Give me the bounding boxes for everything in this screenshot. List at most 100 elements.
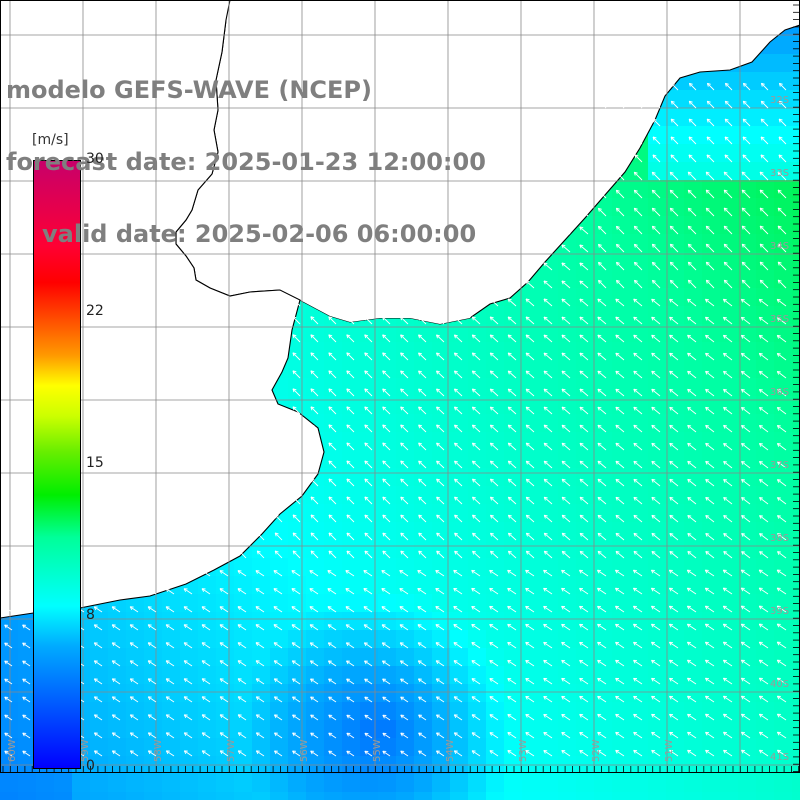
wind-speed-cell [756, 792, 775, 800]
wind-speed-cell [414, 774, 433, 793]
wind-speed-cell [288, 774, 307, 793]
wind-speed-cell [72, 774, 91, 793]
wind-speed-cell [738, 774, 757, 793]
wind-speed-cell [504, 792, 523, 800]
wind-speed-cell [792, 738, 800, 757]
longitude-label: 52W [591, 739, 602, 762]
wind-speed-cell [594, 774, 613, 793]
wind-speed-cell [720, 792, 739, 800]
wind-speed-cell [522, 792, 541, 800]
wind-speed-cell [792, 270, 800, 289]
wind-speed-cell [306, 774, 325, 793]
wind-speed-cell [540, 774, 559, 793]
latitude-label: 36S [770, 387, 789, 398]
wind-speed-cell [198, 792, 217, 800]
wind-speed-cell [792, 432, 800, 451]
wind-speed-cell [684, 774, 703, 793]
wind-speed-cell [126, 792, 145, 800]
wind-speed-cell [252, 792, 271, 800]
wind-speed-cell [594, 792, 613, 800]
wind-speed-cell [270, 774, 289, 793]
wind-speed-cell [630, 774, 649, 793]
wind-speed-cell [0, 792, 19, 800]
wind-speed-cell [720, 774, 739, 793]
wind-speed-cell [792, 72, 800, 91]
wind-speed-cell [36, 792, 55, 800]
wind-speed-cell [90, 774, 109, 793]
wind-speed-cell [432, 774, 451, 793]
wind-speed-cell [432, 792, 451, 800]
wind-speed-cell [18, 792, 37, 800]
wind-speed-cell [396, 792, 415, 800]
wind-speed-cell [792, 774, 800, 793]
latitude-label: 32S [770, 95, 789, 106]
wind-speed-cell [414, 792, 433, 800]
wind-speed-cell [558, 774, 577, 793]
wind-speed-cell [468, 774, 487, 793]
wind-speed-cell [36, 774, 55, 793]
wind-speed-cell [234, 792, 253, 800]
wind-speed-cell [774, 774, 793, 793]
wind-speed-cell [576, 792, 595, 800]
latitude-label: 39S [770, 606, 789, 617]
wind-speed-cell [792, 702, 800, 721]
wind-speed-cell [576, 774, 595, 793]
wind-speed-cell [756, 54, 775, 73]
wind-speed-cell [306, 792, 325, 800]
wind-speed-cell [792, 234, 800, 253]
wind-speed-cell [378, 792, 397, 800]
latitude-label: 34S [770, 241, 789, 252]
wind-speed-cell [378, 774, 397, 793]
wind-speed-cell [792, 612, 800, 631]
wind-speed-cell [792, 216, 800, 235]
wind-speed-cell [324, 792, 343, 800]
wind-speed-cell [504, 774, 523, 793]
wind-speed-cell [792, 378, 800, 397]
wind-speed-cell [792, 36, 800, 55]
longitude-label: 55W [372, 739, 383, 762]
wind-speed-cell [162, 774, 181, 793]
wind-speed-cell [792, 342, 800, 361]
wind-speed-cell [216, 774, 235, 793]
wind-speed-cell [360, 792, 379, 800]
wind-speed-cell [324, 774, 343, 793]
wind-speed-cell [108, 774, 127, 793]
latitude-label: 33S [770, 168, 789, 179]
latitude-label: 37S [770, 460, 789, 471]
wind-speed-cell [792, 684, 800, 703]
wind-speed-cell [558, 792, 577, 800]
wind-speed-cell [180, 792, 199, 800]
wind-speed-cell [792, 720, 800, 739]
wind-speed-cell [792, 306, 800, 325]
wind-speed-cell [144, 792, 163, 800]
wind-speed-cell [648, 792, 667, 800]
wind-speed-cell [774, 54, 793, 73]
wind-speed-cell [396, 774, 415, 793]
wind-speed-cell [666, 792, 685, 800]
longitude-label: 54W [445, 739, 456, 762]
wind-speed-cell [144, 774, 163, 793]
wind-speed-cell [792, 468, 800, 487]
wind-speed-cell [630, 792, 649, 800]
latitude-label: 38S [770, 533, 789, 544]
wind-speed-cell [198, 774, 217, 793]
wind-speed-cell [792, 396, 800, 415]
wind-speed-cell [126, 774, 145, 793]
wind-speed-cell [684, 792, 703, 800]
latitude-label: 41S [770, 752, 789, 763]
wind-speed-cell [792, 504, 800, 523]
wind-speed-cell [54, 774, 73, 793]
wind-speed-cell [756, 774, 775, 793]
wind-speed-cell [252, 774, 271, 793]
wind-speed-cell [342, 792, 361, 800]
wind-speed-cell [792, 666, 800, 685]
wind-speed-cell [702, 774, 721, 793]
wind-speed-cell [90, 792, 109, 800]
wind-speed-cell [738, 792, 757, 800]
wind-speed-cell [450, 792, 469, 800]
wind-speed-cell [288, 792, 307, 800]
longitude-label: 57W [226, 739, 237, 762]
wind-speed-cell [792, 540, 800, 559]
